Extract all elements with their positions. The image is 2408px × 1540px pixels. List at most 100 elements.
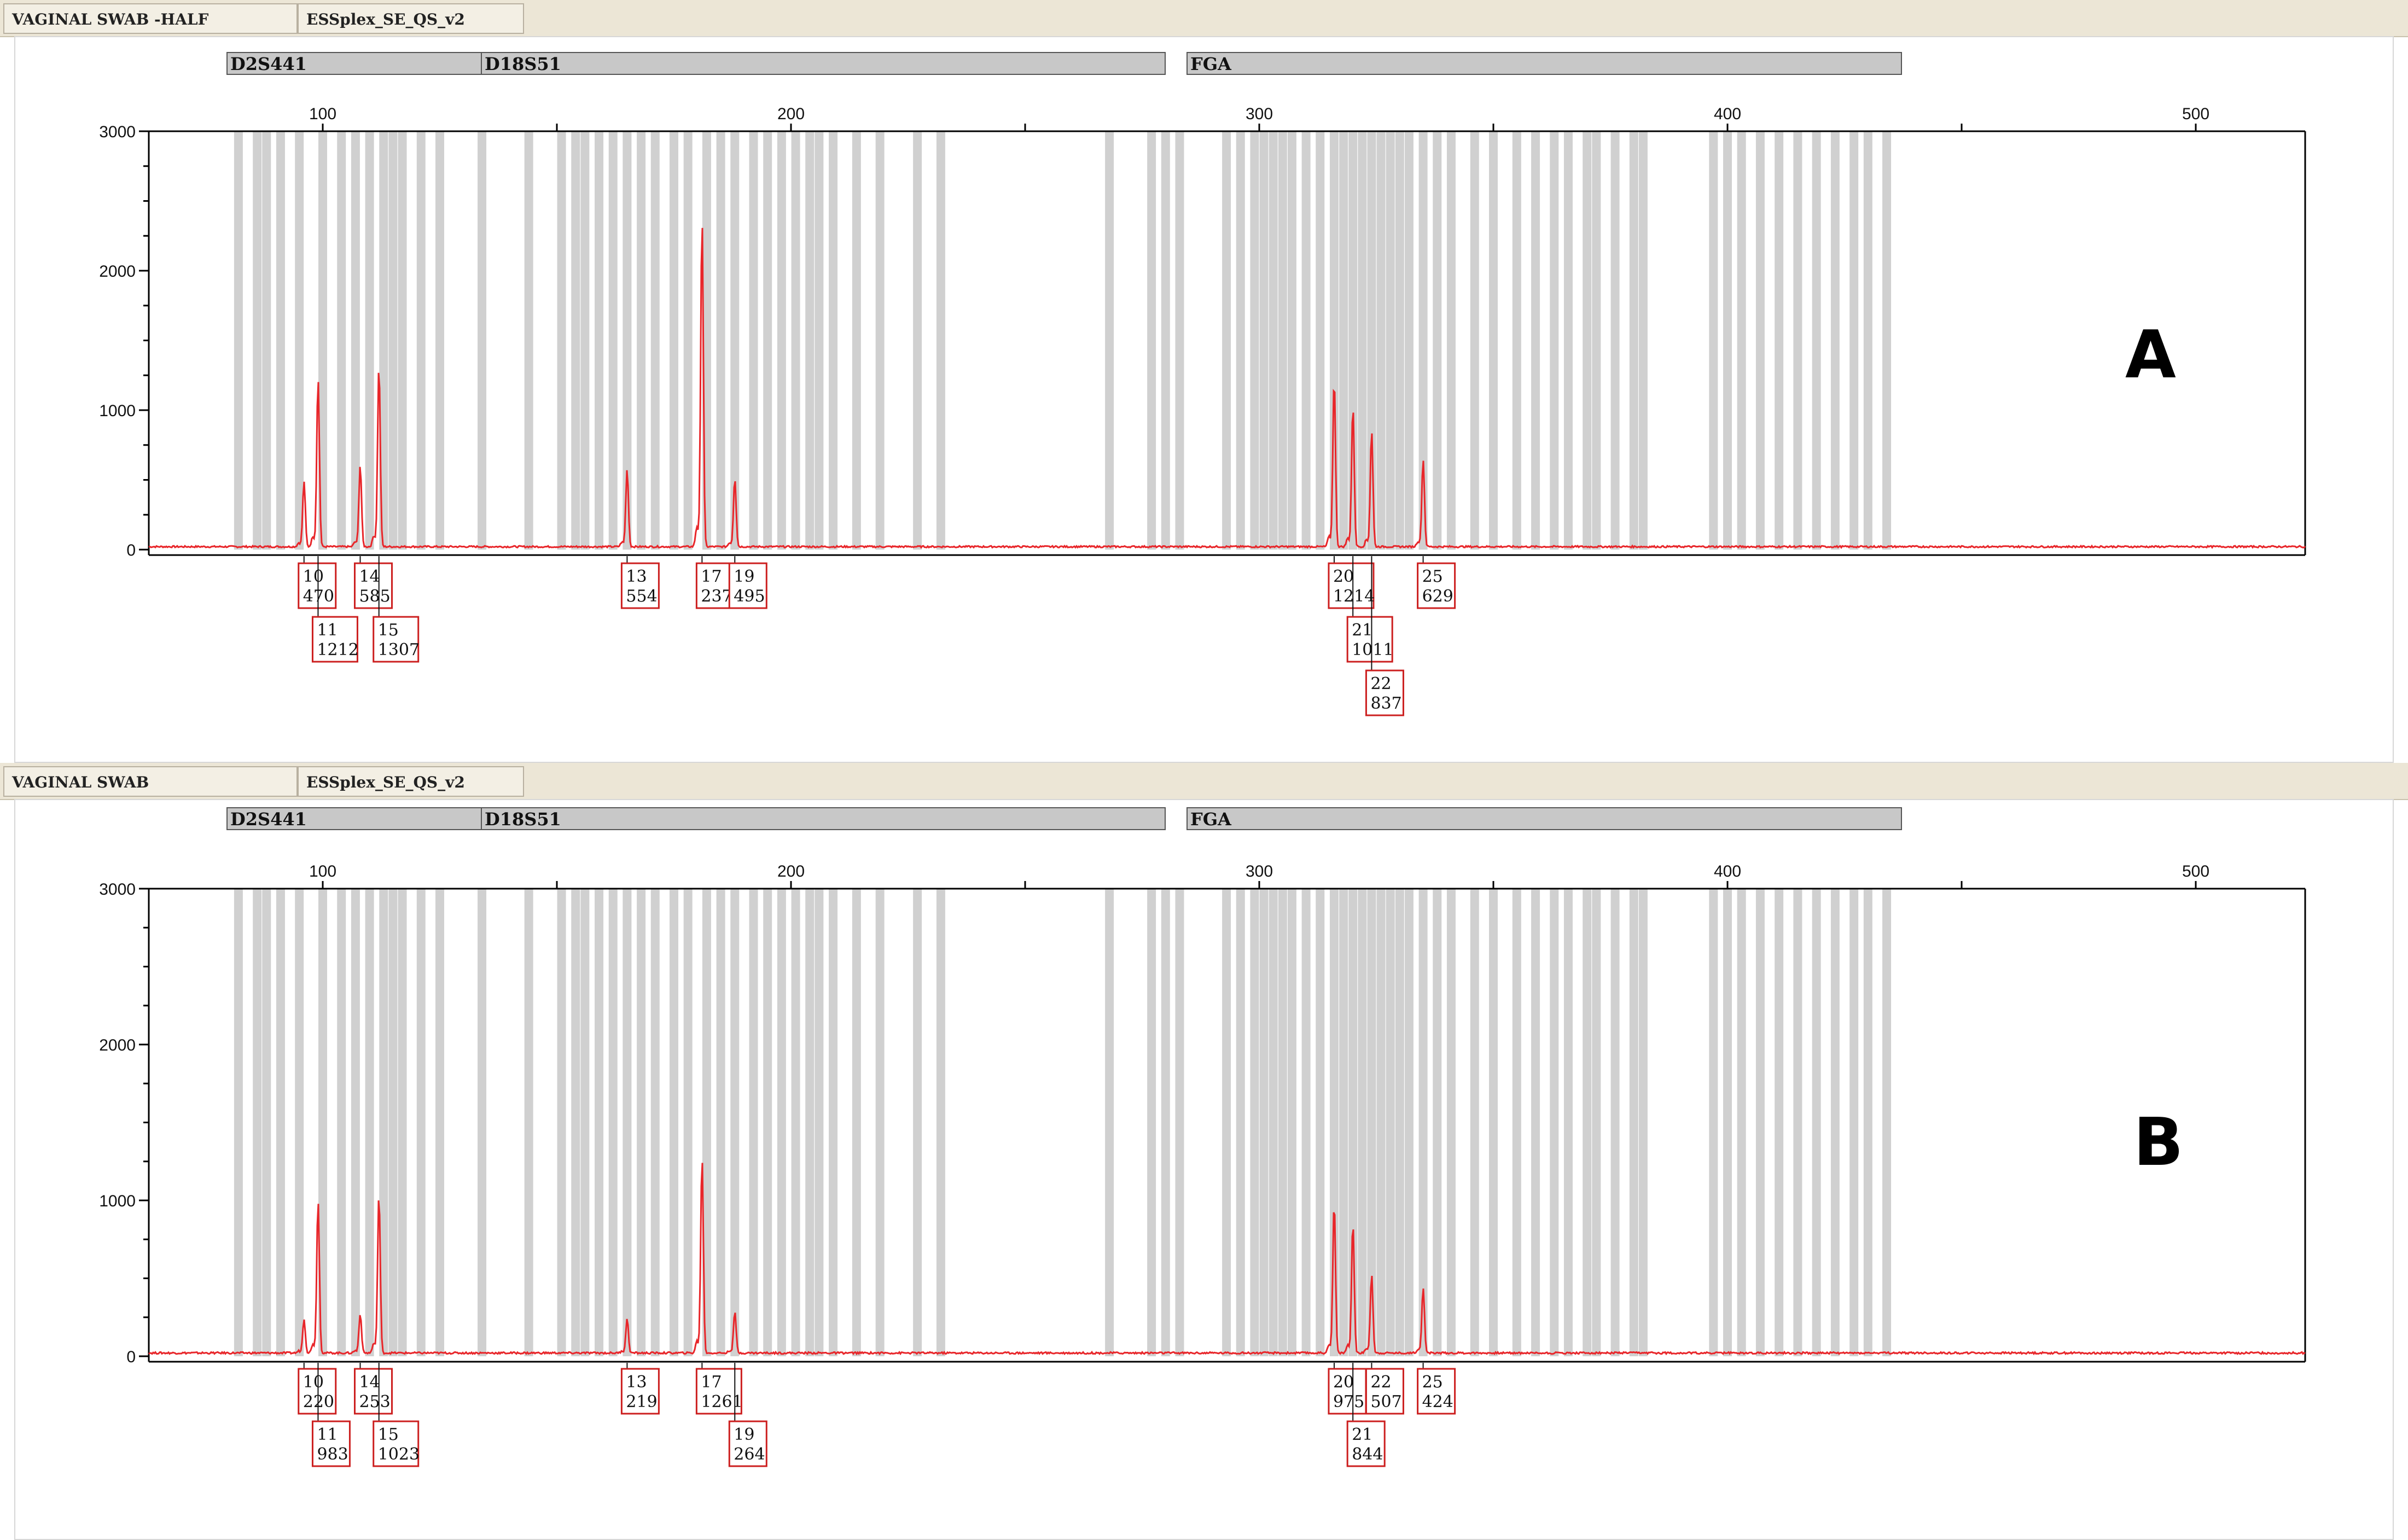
allele-bin <box>1316 889 1325 1356</box>
allele-bin <box>913 889 922 1356</box>
peak-allele: 14 <box>359 567 380 586</box>
allele-bin <box>398 131 407 550</box>
allele-bin <box>295 131 304 550</box>
x-tick-label: 100 <box>309 862 336 880</box>
electropherogram-chart-a[interactable]: D2S441 D18S51 FGA 100 200 300 400 500 0 1000 2000 3… <box>0 0 2408 763</box>
allele-bin <box>791 889 800 1356</box>
kit-name: ESSplex_SE_QS_v2 <box>306 10 465 28</box>
allele-bin <box>608 131 618 550</box>
marker-label: D18S51 <box>485 809 561 830</box>
peak-height: 837 <box>1370 694 1401 713</box>
allele-bin <box>262 131 271 550</box>
peak-height: 507 <box>1370 1392 1401 1411</box>
allele-bins <box>234 889 1892 1356</box>
sample-name-cell[interactable]: VAGINAL SWAB -HALF <box>3 3 298 34</box>
allele-bin <box>262 889 271 1356</box>
peak-height: 264 <box>734 1445 765 1464</box>
sample-name-cell[interactable]: VAGINAL SWAB <box>3 766 298 797</box>
marker-label: D18S51 <box>485 54 561 74</box>
allele-bin <box>1395 131 1404 550</box>
allele-bin <box>388 889 398 1356</box>
allele-bin <box>253 131 262 550</box>
peak-allele: 15 <box>378 1425 399 1444</box>
allele-bin <box>1629 889 1638 1356</box>
allele-bin <box>1358 889 1367 1356</box>
allele-bin <box>1418 131 1428 550</box>
allele-bin <box>1489 889 1498 1356</box>
peak-label-box <box>695 1368 742 1415</box>
allele-bin <box>435 131 444 550</box>
allele-bin <box>1709 131 1718 550</box>
allele-bin <box>670 889 678 1356</box>
kit-name-cell[interactable]: ESSplex_SE_QS_v2 <box>298 766 524 797</box>
allele-bin <box>1147 131 1156 550</box>
allele-bin <box>1433 131 1442 550</box>
allele-bins <box>234 131 1892 550</box>
y-tick-label: 2000 <box>99 262 136 281</box>
peak-allele: 13 <box>626 567 647 586</box>
kit-name-cell[interactable]: ESSplex_SE_QS_v2 <box>298 3 524 34</box>
peak-allele: 21 <box>1352 621 1372 640</box>
peak-allele: 17 <box>701 1373 722 1392</box>
allele-bin <box>1592 131 1601 550</box>
allele-bin <box>1404 889 1414 1356</box>
allele-bin <box>1638 889 1648 1356</box>
peak-height: 1261 <box>701 1392 742 1411</box>
allele-bin <box>852 131 861 550</box>
allele-bin <box>777 131 786 550</box>
peak-height: 424 <box>1422 1392 1453 1411</box>
allele-bin <box>365 131 374 550</box>
marker-bar-rect <box>226 807 482 830</box>
y-tick-label: 2000 <box>99 1036 136 1054</box>
allele-bin <box>1175 889 1184 1356</box>
allele-bin <box>1470 889 1479 1356</box>
allele-bin <box>936 889 945 1356</box>
x-tick-label: 500 <box>2182 105 2209 123</box>
allele-bin <box>1367 889 1376 1356</box>
peak-allele: 25 <box>1422 1373 1443 1392</box>
allele-bin <box>1592 889 1601 1356</box>
panel-header: VAGINAL SWAB -HALF ESSplex_SE_QS_v2 <box>0 0 2408 37</box>
peak-label-box <box>1346 1420 1386 1467</box>
allele-bin <box>557 889 566 1356</box>
allele-bin <box>1236 889 1245 1356</box>
plot-frame <box>14 799 2394 1540</box>
allele-bin <box>936 131 945 550</box>
peak-height: 253 <box>359 1392 390 1411</box>
marker-bar-fga: FGA <box>1186 52 1902 75</box>
x-tick-label: 200 <box>777 862 805 880</box>
allele-bin <box>623 889 632 1356</box>
allele-bin <box>1269 131 1278 550</box>
allele-bin <box>595 889 604 1356</box>
allele-bin <box>683 889 693 1356</box>
allele-bin <box>1583 131 1592 550</box>
x-tick-label: 500 <box>2182 862 2209 880</box>
allele-bin <box>318 131 327 550</box>
allele-bin <box>650 131 660 550</box>
allele-bin <box>1775 131 1784 550</box>
allele-bin <box>1250 131 1259 550</box>
kit-name: ESSplex_SE_QS_v2 <box>306 773 465 791</box>
x-tick-label: 100 <box>309 105 336 123</box>
y-tick-label: 3000 <box>99 880 136 899</box>
x-tick-label: 400 <box>1714 862 1741 880</box>
allele-bin <box>1709 889 1718 1356</box>
allele-bin <box>1737 889 1746 1356</box>
x-tick-label: 300 <box>1246 862 1273 880</box>
marker-bar-d2s441: D2S441 <box>226 52 482 75</box>
allele-bin <box>852 889 861 1356</box>
peak-label-box <box>620 562 660 609</box>
electropherogram-chart-b[interactable]: D2S441 D18S51 FGA 100 200 300 400 500 0 1000 2000 3… <box>0 763 2408 1540</box>
peak-label-box <box>1417 1368 1456 1415</box>
allele-bin <box>1775 889 1784 1356</box>
allele-bin <box>1259 889 1269 1356</box>
allele-bin <box>637 889 646 1356</box>
allele-bin <box>295 889 304 1356</box>
